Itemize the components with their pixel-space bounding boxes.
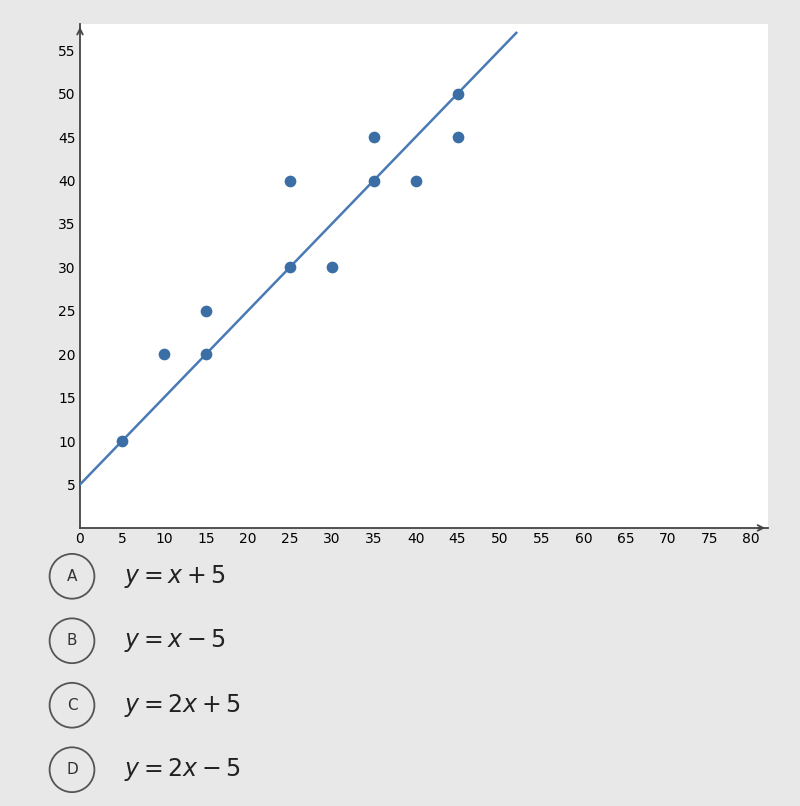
Point [367, 131, 380, 143]
Text: $y = 2x + 5$: $y = 2x + 5$ [124, 692, 241, 719]
Point [326, 261, 338, 274]
Point [199, 347, 212, 360]
Text: C: C [66, 698, 78, 713]
Text: A: A [67, 569, 77, 584]
Point [115, 434, 128, 447]
Point [199, 305, 212, 318]
Text: $y = x + 5$: $y = x + 5$ [124, 563, 226, 590]
Point [283, 174, 296, 187]
Text: $y = 2x - 5$: $y = 2x - 5$ [124, 756, 241, 783]
Point [283, 261, 296, 274]
Point [367, 174, 380, 187]
Text: $y = x - 5$: $y = x - 5$ [124, 627, 226, 654]
Text: D: D [66, 762, 78, 777]
Text: B: B [66, 634, 78, 648]
Point [158, 347, 170, 360]
Point [451, 87, 464, 100]
Point [410, 174, 422, 187]
Point [451, 131, 464, 143]
